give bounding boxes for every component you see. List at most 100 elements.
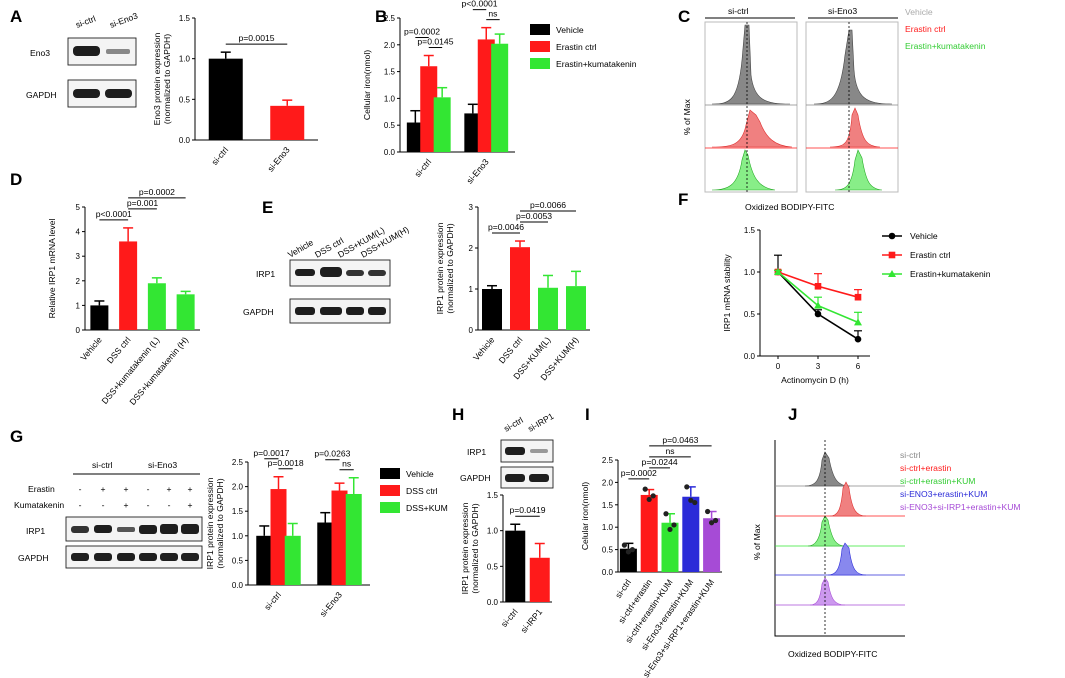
blot-G-gapdh-band-1 bbox=[71, 553, 89, 561]
F-xtick-label-2: 6 bbox=[856, 362, 861, 371]
H-ytick-label-0: 0.0 bbox=[487, 598, 499, 607]
flow-J-hist-1 bbox=[804, 451, 851, 487]
G-xlabel-1: si-Eno3 bbox=[318, 590, 345, 619]
E-bracket-label-2: p=0.0066 bbox=[530, 200, 566, 210]
I-bar-2 bbox=[661, 522, 679, 572]
I-bar-0 bbox=[619, 548, 637, 572]
I-ylabel-0: Celular iron(nmol) bbox=[580, 482, 590, 550]
blot-H-gapdh-frame bbox=[500, 466, 554, 489]
blot-G-row-kumatakenin: Kumatakenin bbox=[14, 500, 64, 510]
G-legend-label-0: Vehicle bbox=[406, 469, 434, 479]
I-bracket-label-1: p=0.0244 bbox=[642, 457, 678, 467]
A-bar-0 bbox=[208, 58, 243, 140]
I-ytick-label-3: 1.5 bbox=[602, 501, 614, 510]
H-ylabel-0: IRP1 protein expression bbox=[460, 502, 470, 594]
chart-F: 0.0 0.5 1.0 1.5 IRP1 mRNA stability 0 3 6 Actino… bbox=[722, 226, 991, 385]
blot-G-erastin-sign-1: + bbox=[100, 484, 105, 494]
I-point-2-0 bbox=[663, 511, 669, 517]
H-bracket-label-0: p=0.0419 bbox=[509, 505, 545, 515]
blot-H-irp1-band-1 bbox=[505, 447, 525, 455]
blot-E-irp1-band-4 bbox=[368, 270, 386, 276]
E-ylabel-0: IRP1 protein expression bbox=[435, 222, 445, 314]
flow-J-hist-5 bbox=[809, 577, 846, 606]
blot-G-row-gapdh: GAPDH bbox=[18, 553, 49, 563]
blot-E-gapdh-band-4 bbox=[368, 307, 386, 315]
blot-G: si-ctrl si-Eno3 Erastin Kumatakenin - + + -… bbox=[14, 460, 203, 569]
blot-E-gapdh-band-3 bbox=[346, 307, 364, 315]
I-point-2-1 bbox=[667, 526, 673, 533]
flow-C-xlabel: Oxidized BODIPY-FITC bbox=[745, 202, 834, 212]
blot-G-gapdh-band-3 bbox=[117, 553, 135, 561]
panel-letter-C: C bbox=[678, 7, 690, 26]
E-bracket-label-0: p=0.0046 bbox=[488, 222, 524, 232]
I-point-3-1 bbox=[688, 497, 694, 503]
I-point-3-0 bbox=[684, 484, 690, 490]
blot-E-row-gapdh: GAPDH bbox=[243, 307, 274, 317]
flow-J-hist-2 bbox=[829, 481, 867, 517]
A-xlabel-0: si-ctrl bbox=[209, 145, 230, 167]
H-ytick-label-1: 0.5 bbox=[487, 562, 499, 571]
I-bracket-label-0: p=0.0002 bbox=[621, 468, 657, 478]
B-bar-0-1 bbox=[420, 66, 438, 152]
blot-G-gapdh-band-6 bbox=[181, 553, 199, 561]
blot-G-group-1: si-ctrl bbox=[92, 460, 113, 470]
G-bar-0-0 bbox=[256, 535, 273, 585]
I-bracket-label-2: ns bbox=[665, 446, 674, 456]
flow-J-axes bbox=[774, 440, 905, 637]
B-ytick-label-5: 2.5 bbox=[384, 14, 396, 23]
I-bar-1 bbox=[640, 494, 658, 572]
chart-B: 0.0 0.5 1.0 1.5 2.0 2.5 Cellular iron(nmol) Veh… bbox=[362, 0, 637, 186]
D-bar-1 bbox=[119, 241, 138, 330]
B-bar-1-1 bbox=[477, 39, 495, 152]
B-legend-swatch-1 bbox=[530, 41, 550, 52]
blot-G-erastin-sign-0: - bbox=[79, 484, 82, 494]
I-point-1-1 bbox=[646, 496, 652, 503]
blot-E-col-1: Vehicle bbox=[286, 237, 315, 260]
E-bracket-label-1: p=0.0053 bbox=[516, 211, 552, 221]
blot-A-gapdh-band-1 bbox=[73, 89, 100, 98]
blot-H-col-2: si-IRP1 bbox=[526, 411, 556, 434]
H-ytick-label-3: 1.5 bbox=[487, 491, 499, 500]
panel-letter-G: G bbox=[10, 427, 23, 446]
blot-G-irp1-band-1 bbox=[71, 526, 89, 533]
blot-G-kum-sign-2: + bbox=[123, 500, 128, 510]
G-bar-1-2 bbox=[345, 493, 362, 585]
I-point-4-0 bbox=[705, 508, 711, 515]
panel-letter-B: B bbox=[375, 7, 387, 26]
G-bar-0-2 bbox=[284, 535, 301, 585]
B-legend-label-1: Erastin ctrl bbox=[556, 42, 597, 52]
blot-E-gapdh-band-2 bbox=[320, 307, 342, 315]
blot-G-erastin-sign-2: + bbox=[123, 484, 128, 494]
I-ytick-label-1: 0.5 bbox=[602, 546, 614, 555]
G-ytick-label-0: 0.0 bbox=[232, 581, 244, 590]
flow-C-hist-vehicle-2 bbox=[813, 29, 893, 105]
blot-E-row-irp1: IRP1 bbox=[256, 269, 275, 279]
I-ytick-label-2: 1.0 bbox=[602, 523, 614, 532]
E-bar-1 bbox=[510, 247, 530, 330]
flow-J-legend-3: si-ctrl+erastin+KUM bbox=[900, 476, 975, 486]
I-point-3-2 bbox=[692, 499, 698, 506]
B-legend-swatch-0 bbox=[530, 24, 550, 35]
G-legend-label-1: DSS ctrl bbox=[406, 486, 438, 496]
F-point-2-0 bbox=[774, 268, 782, 275]
flow-C-col-title-1: si-ctrl bbox=[728, 6, 749, 16]
E-xlabel-0: Vehicle bbox=[471, 335, 497, 363]
E-ytick-label-2: 2 bbox=[469, 244, 474, 253]
H-bar-0 bbox=[505, 530, 526, 602]
I-bar-4 bbox=[703, 518, 721, 572]
E-ytick-label-1: 1 bbox=[469, 285, 474, 294]
I-bracket-label-3: p=0.0463 bbox=[662, 435, 698, 445]
blot-G-irp1-band-2 bbox=[94, 525, 112, 533]
blot-G-row-erastin: Erastin bbox=[28, 484, 55, 494]
flow-C-ylabel: % of Max bbox=[682, 98, 692, 135]
H-bar-1 bbox=[529, 557, 550, 602]
G-bracket-label-1: p=0.0018 bbox=[268, 458, 304, 468]
blot-G-gapdh-band-2 bbox=[94, 553, 112, 561]
F-ytick-label-0: 0.0 bbox=[744, 352, 756, 361]
E-bar-0 bbox=[482, 289, 502, 330]
I-ytick-label-5: 2.5 bbox=[602, 456, 614, 465]
A-bar-1 bbox=[270, 105, 305, 140]
blot-G-gapdh-band-4 bbox=[139, 553, 157, 561]
flow-C-frame-1 bbox=[704, 21, 798, 193]
B-ytick-label-1: 0.5 bbox=[384, 121, 396, 130]
